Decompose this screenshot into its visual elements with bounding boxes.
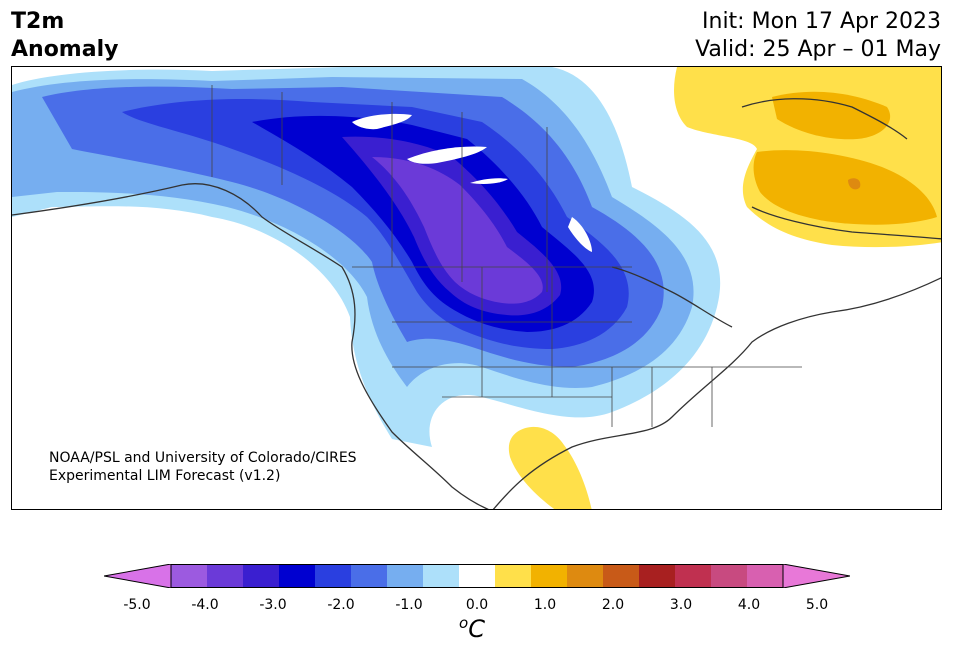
colorbar-tick-label: -5.0 [123, 597, 151, 613]
political-borders [211, 85, 802, 427]
unit-symbol: C [468, 615, 485, 643]
title-type: Anomaly [11, 37, 119, 62]
warm-band-ne-1-5 [848, 178, 861, 190]
colorbar-tick-label: -2.0 [327, 597, 355, 613]
credit-line-1: NOAA/PSL and University of Colorado/CIRE… [49, 450, 357, 466]
lake-mask-1 [352, 113, 412, 130]
lake-mask-4 [568, 217, 592, 252]
lake-mask-3 [470, 178, 508, 184]
colorbar-segment [171, 564, 208, 588]
colorbar-tick-label: 5.0 [805, 597, 829, 613]
colorbar-tick-label: 1.0 [533, 597, 557, 613]
colorbar-segment [603, 564, 640, 588]
colorbar [104, 564, 850, 588]
colorbar-segment [639, 564, 676, 588]
colorbar-tick-label: 4.0 [737, 597, 761, 613]
colorbar-segment [531, 564, 568, 588]
lake-mask-2 [407, 146, 487, 164]
title-variable: T2m [11, 9, 65, 34]
warm-band-ne-1-0-b [772, 91, 891, 140]
init-date: Init: Mon 17 Apr 2023 [702, 9, 941, 34]
map-svg [12, 67, 941, 509]
colorbar-segment [423, 564, 460, 588]
colorbar-segment [711, 564, 748, 588]
warm-band-ne-1-0 [753, 150, 937, 225]
colorbar-segment [459, 564, 496, 588]
colorbar-segment [747, 564, 784, 588]
colorbar-tick-label: 2.0 [601, 597, 625, 613]
colorbar-segment [207, 564, 244, 588]
colorbar-tick-label: -4.0 [191, 597, 219, 613]
forecast-dates: Init: Mon 17 Apr 2023 Valid: 25 Apr – 01… [695, 8, 941, 64]
colorbar-tick-label: -1.0 [395, 597, 423, 613]
colorbar-tick-label: 3.0 [669, 597, 693, 613]
colorbar-segment [279, 564, 316, 588]
warm-band-mexico [508, 426, 592, 509]
colorbar-extend-max [782, 564, 850, 588]
colorbar-tick-label: 0.0 [465, 597, 489, 613]
colorbar-tick-label: -3.0 [259, 597, 287, 613]
colorbar-segment [495, 564, 532, 588]
anomaly-map [11, 66, 942, 510]
colorbar-segment [567, 564, 604, 588]
colorbar-segment [315, 564, 352, 588]
colorbar-unit: oC [459, 614, 485, 643]
credit-line-2: Experimental LIM Forecast (v1.2) [49, 468, 281, 484]
colorbar-segment [675, 564, 712, 588]
colorbar-frame [170, 564, 784, 588]
unit-degree: o [459, 614, 469, 632]
colorbar-segment [351, 564, 388, 588]
colorbar-segment [387, 564, 424, 588]
valid-date: Valid: 25 Apr – 01 May [695, 37, 941, 62]
colorbar-segment [243, 564, 280, 588]
colorbar-extend-min [104, 564, 172, 588]
map-title: T2m Anomaly [11, 8, 118, 64]
credit-text: NOAA/PSL and University of Colorado/CIRE… [49, 449, 357, 485]
